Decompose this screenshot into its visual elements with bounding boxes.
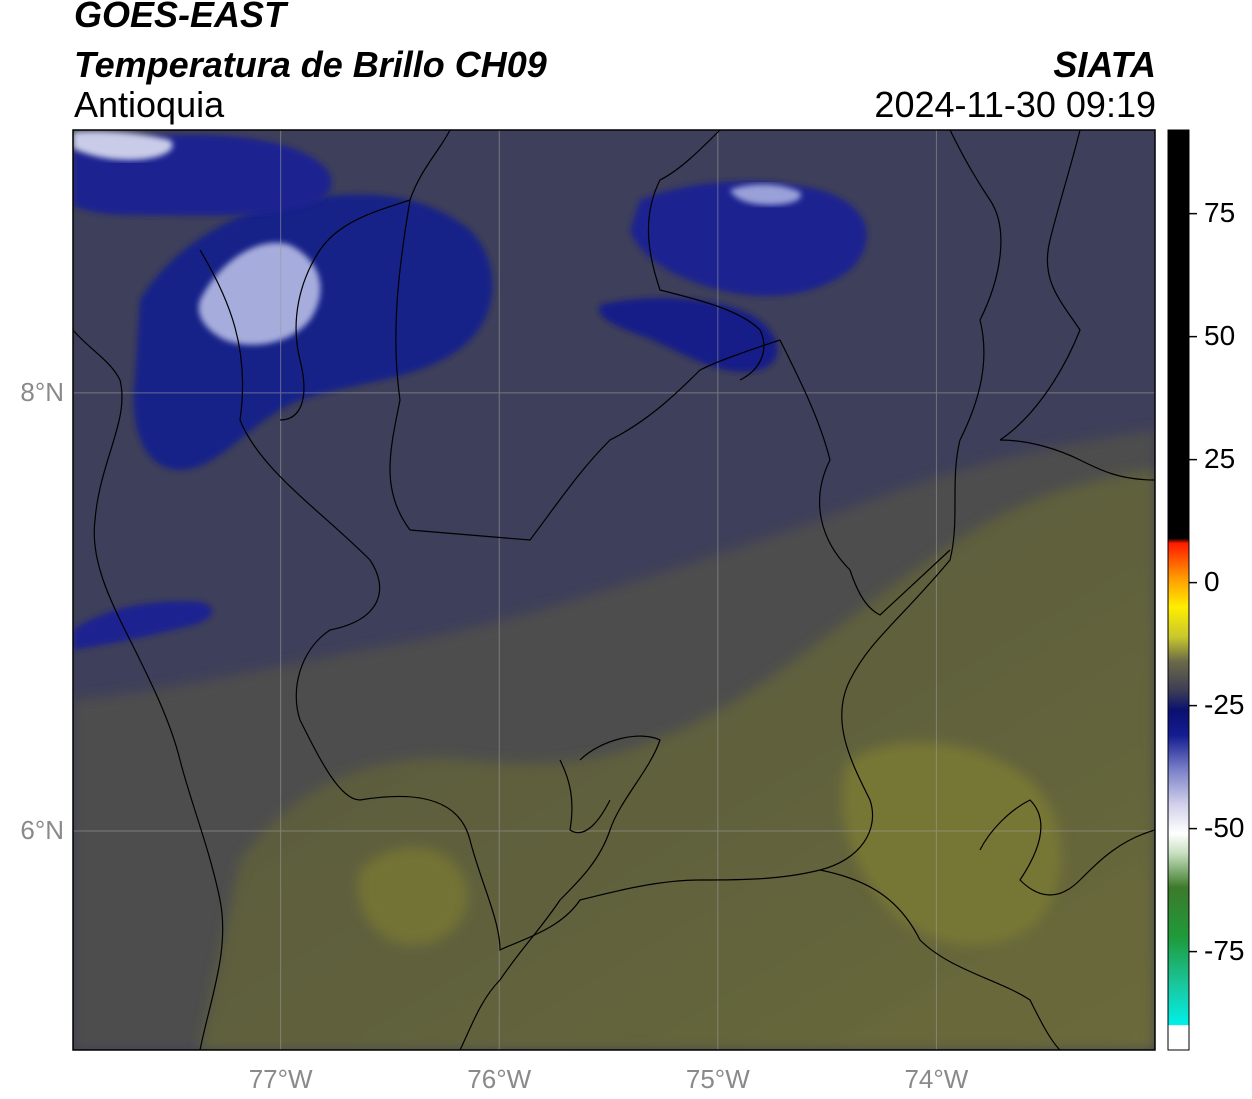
datetime-title: 2024-11-30 09:19 — [874, 84, 1156, 125]
cold-cloud-east-tail — [599, 298, 778, 372]
cold-cloud-northwest — [133, 194, 493, 470]
department-border-north-coast — [279, 130, 451, 421]
department-border-east — [779, 339, 951, 616]
coldest-core-top-left — [73, 131, 173, 160]
department-border-cordoba — [409, 339, 781, 541]
organization-title: SIATA — [1053, 44, 1156, 85]
colorbar-tick-label: 50 — [1204, 319, 1236, 351]
gridlines — [73, 130, 1155, 1050]
coldest-core-northwest — [198, 242, 321, 345]
map-frame — [72, 129, 1156, 1051]
longitude-tick-label: 74°W — [904, 1064, 969, 1094]
product-title: Temperatura de Brillo CH09 — [74, 44, 547, 85]
colorbar-gradient — [1168, 130, 1189, 1050]
colorbar-tick-label: -75 — [1204, 934, 1245, 966]
colorbar-ticks — [1189, 212, 1197, 953]
department-border-far-east — [999, 130, 1155, 481]
cold-cloud-west-streak — [73, 601, 213, 650]
warmest-zone-east — [842, 742, 1062, 946]
colorbar-tick-label: -25 — [1204, 688, 1245, 720]
satellite-title: GOES-EAST — [74, 0, 287, 35]
colorbar-tick-label: 0 — [1204, 565, 1220, 597]
longitude-tick-label: 76°W — [467, 1064, 532, 1094]
municipal-border-valle — [559, 759, 611, 834]
cold-cloud-northeast — [630, 181, 867, 296]
region-title: Antioquia — [74, 84, 225, 125]
department-border-southeast-2 — [979, 799, 1155, 896]
colorbar-frame — [1167, 129, 1190, 1051]
colorbar-tick-label: 75 — [1204, 196, 1236, 228]
department-border-north — [389, 199, 411, 531]
department-border-southeast — [819, 869, 1061, 1050]
coastline — [73, 329, 224, 1050]
colorbar-tick-label: 25 — [1204, 442, 1236, 474]
colorbar — [1167, 129, 1197, 1051]
colorbar-tick-label: -50 — [1204, 811, 1245, 843]
latitude-tick-label: 6°N — [20, 814, 64, 845]
department-border-northeast — [647, 130, 765, 381]
boundaries — [73, 130, 1155, 1050]
coldest-core-northeast — [730, 184, 801, 205]
department-border-antioquia — [199, 130, 1002, 951]
latitude-tick-label: 8°N — [20, 376, 64, 407]
longitude-tick-label: 77°W — [248, 1064, 313, 1094]
department-border-south — [459, 735, 661, 1050]
longitude-tick-label: 75°W — [685, 1064, 750, 1094]
temperature-field — [73, 130, 1155, 1050]
warmest-zone-west — [358, 847, 468, 946]
